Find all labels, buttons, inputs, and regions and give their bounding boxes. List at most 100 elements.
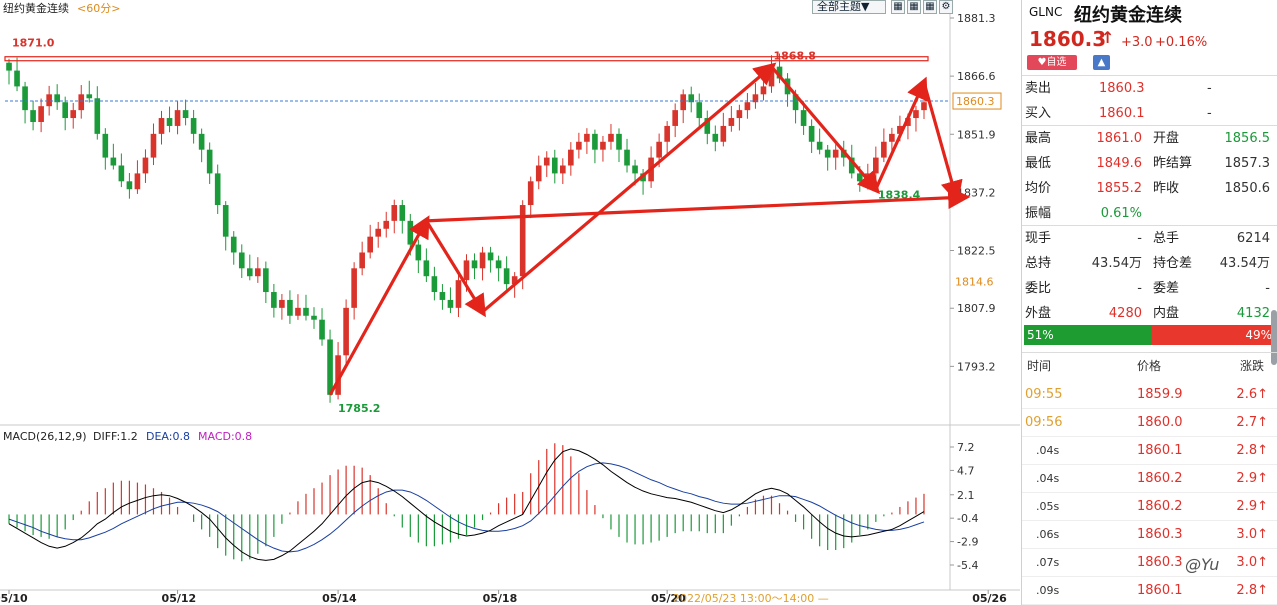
candle-body: [792, 94, 799, 111]
candle-body: [728, 118, 735, 126]
candle-body: [182, 110, 189, 119]
inner-volume-value: 4132: [1236, 306, 1270, 321]
tick-change: 2.6↑: [1236, 387, 1268, 402]
y-tick-label: 1793.2: [957, 360, 996, 373]
symbol-code: GLNC: [1029, 5, 1063, 19]
candle-body: [311, 315, 317, 320]
candle-body: [913, 110, 919, 119]
x-tick-label: 05/10: [0, 592, 28, 605]
candle-body: [848, 157, 855, 174]
tick-price: 1860.2: [1137, 499, 1183, 514]
chart-title: 纽约黄金连续: [3, 1, 69, 15]
tick-change: 2.9↑: [1236, 471, 1268, 486]
theme-dropdown[interactable]: 全部主题▼: [812, 0, 886, 14]
candle-body: [174, 110, 181, 126]
candle-body: [439, 292, 446, 300]
candle-body: [14, 70, 20, 87]
tick-change: 2.8↑: [1236, 583, 1268, 598]
prev-settle-value: 1857.3: [1224, 156, 1271, 171]
layout-icon[interactable]: ▦: [907, 0, 921, 14]
candle-body: [214, 173, 221, 206]
candle-body: [873, 157, 879, 174]
current-volume-label: 现手: [1025, 231, 1052, 246]
high-value: 1861.0: [1096, 131, 1143, 146]
candle-body: [126, 181, 133, 190]
tick-change: 2.8↑: [1236, 443, 1268, 458]
candle-body: [415, 244, 422, 261]
chart-area[interactable]: 1881.3 1866.6 1851.9 1837.2 1822.5 1807.9 1793…: [0, 0, 1020, 605]
candle-body: [102, 133, 109, 158]
prev-close-value: 1850.6: [1224, 181, 1271, 196]
tick-time: 09:55: [1025, 387, 1063, 402]
candle-body: [303, 307, 309, 316]
diff-label: DIFF:1.2: [93, 430, 138, 443]
candle-body: [688, 94, 695, 103]
order-diff-label: 委差: [1153, 281, 1180, 296]
tick-time: .04s: [1036, 444, 1060, 457]
outer-volume-value: 4280: [1108, 306, 1142, 321]
candle-body: [495, 260, 502, 269]
candle-body: [511, 276, 518, 285]
candle-body: [487, 252, 494, 261]
total-volume-value: 6214: [1236, 231, 1270, 246]
panel-scrollbar[interactable]: [1271, 310, 1277, 365]
candle-body: [78, 94, 85, 111]
tick-price: 1860.1: [1137, 443, 1183, 458]
oi-change-label: 持仓差: [1153, 256, 1193, 271]
trend-arrow: [425, 220, 486, 318]
candle-body: [881, 141, 887, 158]
y-tick-label: 1807.9: [957, 302, 996, 315]
dea-label: DEA:0.8: [146, 430, 190, 443]
tick-row: 09:55 1859.9 2.6↑: [1022, 381, 1272, 409]
candle-body: [190, 118, 197, 134]
buy-label: 买入: [1025, 106, 1052, 121]
add-favorite-button[interactable]: ♥自选: [1027, 55, 1077, 70]
candle-body: [335, 355, 341, 395]
stat-row: 委比 - 委差 -: [1022, 276, 1277, 301]
alert-bell-icon[interactable]: ▲: [1093, 55, 1110, 70]
chart-period: <60分>: [77, 2, 120, 15]
settings-icon[interactable]: ⚙: [939, 0, 953, 14]
y-tick-label: 1881.3: [957, 12, 996, 25]
trend-arrow: [874, 76, 928, 190]
tick-header-price: 价格: [1137, 359, 1162, 373]
candle-body: [295, 307, 301, 316]
layout-icon[interactable]: ▦: [891, 0, 905, 14]
tick-price: 1860.2: [1137, 471, 1183, 486]
candle-body: [142, 157, 149, 174]
candle-body: [921, 102, 927, 111]
tick-time: .07s: [1036, 556, 1060, 569]
oi-change-value: 43.54万: [1219, 256, 1270, 271]
x-tick-label: 05/20: [651, 592, 686, 605]
candle-body: [206, 149, 213, 174]
candle-body: [46, 94, 52, 107]
candle-body: [479, 252, 486, 269]
symbol-name: 纽约黄金连续: [1074, 5, 1182, 26]
diff-line: [8, 448, 925, 561]
open-interest-value: 43.54万: [1091, 256, 1142, 271]
low-label: 最低: [1025, 156, 1052, 171]
candle-body: [463, 260, 470, 281]
candle-body: [800, 110, 807, 126]
tick-row: .09s 1860.1 2.8↑: [1022, 577, 1272, 605]
tick-header-change: 涨跌: [1240, 359, 1265, 373]
chart-svg[interactable]: 1881.31866.61851.91837.21822.51807.91793…: [0, 0, 1020, 605]
order-ratio-value: -: [1137, 281, 1142, 296]
prev-settle-label: 昨结算: [1153, 156, 1193, 171]
trend-arrow: [770, 65, 880, 195]
candle-body: [230, 236, 237, 253]
ref-price-label: 1814.6: [955, 276, 994, 289]
candle-body: [22, 86, 28, 111]
candle-body: [527, 181, 534, 206]
stat-row: 现手 - 总手 6214: [1022, 226, 1277, 251]
sell-label: 卖出: [1025, 81, 1052, 96]
layout-icon[interactable]: ▦: [923, 0, 937, 14]
candle-body: [808, 125, 815, 142]
open-interest-label: 总持: [1025, 256, 1052, 271]
high-label: 最高: [1025, 131, 1052, 146]
candle-body: [712, 133, 719, 142]
candle-body: [551, 157, 558, 174]
candle-body: [543, 157, 550, 166]
open-label: 开盘: [1153, 131, 1180, 146]
candle-body: [246, 268, 253, 277]
